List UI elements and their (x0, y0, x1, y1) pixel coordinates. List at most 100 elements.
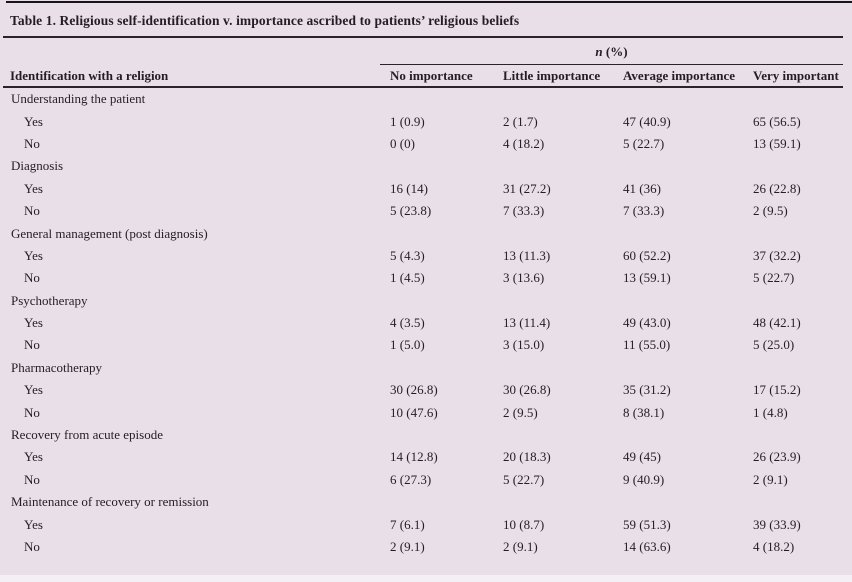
table-row: No 1 (5.0) 3 (15.0) 11 (55.0) 5 (25.0) (0, 334, 852, 356)
row-label: Yes (24, 516, 43, 532)
table-row: Yes 5 (4.3) 13 (11.3) 60 (52.2) 37 (32.2… (0, 245, 852, 267)
cell-value: 5 (22.7) (623, 135, 665, 151)
cell-value: 37 (32.2) (753, 247, 801, 263)
cell-value: 5 (22.7) (753, 270, 795, 286)
cell-value: 59 (51.3) (623, 516, 671, 532)
row-label: No (24, 337, 40, 353)
cell-value: 13 (59.1) (623, 270, 671, 286)
table-row: Yes 30 (26.8) 30 (26.8) 35 (31.2) 17 (15… (0, 379, 852, 401)
table-body: Understanding the patient Yes 1 (0.9) 2 … (0, 88, 852, 558)
table-row: No 1 (4.5) 3 (13.6) 13 (59.1) 5 (22.7) (0, 267, 852, 289)
cell-value: 2 (9.1) (503, 539, 538, 554)
cell-value: 4 (18.2) (503, 135, 545, 151)
table-row: Diagnosis (0, 155, 852, 177)
row-label: No (24, 471, 40, 487)
cell-value: 1 (5.0) (390, 337, 425, 353)
row-label: No (24, 404, 40, 420)
spanner-percent: (%) (602, 44, 628, 59)
cell-value: 49 (43.0) (623, 315, 671, 331)
row-label: General management (post diagnosis) (11, 225, 208, 241)
row-label: Yes (24, 449, 43, 465)
table-row: Yes 16 (14) 31 (27.2) 41 (36) 26 (22.8) (0, 178, 852, 200)
cell-value: 31 (27.2) (503, 180, 551, 196)
title-rule (3, 36, 843, 38)
column-header-stub: Identification with a religion (10, 68, 169, 83)
column-header-average-importance: Average importance (623, 68, 736, 83)
spanner-rule (380, 64, 843, 65)
row-label: No (24, 135, 40, 151)
row-label: Psychotherapy (11, 292, 88, 308)
table-row: No 0 (0) 4 (18.2) 5 (22.7) 13 (59.1) (0, 133, 852, 155)
cell-value: 14 (12.8) (390, 449, 438, 465)
cell-value: 7 (33.3) (623, 203, 665, 219)
cell-value: 20 (18.3) (503, 449, 551, 465)
table-row: Yes 1 (0.9) 2 (1.7) 47 (40.9) 65 (56.5) (0, 110, 852, 132)
cell-value: 3 (13.6) (503, 270, 545, 286)
cell-value: 0 (0) (390, 135, 415, 151)
cell-value: 2 (9.1) (390, 539, 425, 554)
row-label: Yes (24, 382, 43, 398)
table-row: Yes 4 (3.5) 13 (11.4) 49 (43.0) 48 (42.1… (0, 312, 852, 334)
row-label: Pharmacotherapy (11, 359, 102, 375)
cell-value: 14 (63.6) (623, 539, 671, 554)
row-label: Yes (24, 315, 43, 331)
table-row: Psychotherapy (0, 290, 852, 312)
column-header-very-important: Very important (753, 68, 839, 83)
table-row: General management (post diagnosis) (0, 222, 852, 244)
cell-value: 65 (56.5) (753, 113, 801, 129)
table-row: No 5 (23.8) 7 (33.3) 7 (33.3) 2 (9.5) (0, 200, 852, 222)
cell-value: 5 (25.0) (753, 337, 795, 353)
table-row: No 6 (27.3) 5 (22.7) 9 (40.9) 2 (9.1) (0, 469, 852, 491)
row-label: No (24, 270, 40, 286)
cell-value: 6 (27.3) (390, 471, 432, 487)
table-row: Maintenance of recovery or remission (0, 491, 852, 513)
cell-value: 4 (18.2) (753, 539, 795, 554)
cell-value: 26 (22.8) (753, 180, 801, 196)
cell-value: 2 (1.7) (503, 113, 538, 129)
cell-value: 11 (55.0) (623, 337, 671, 353)
row-label: Recovery from acute episode (11, 427, 163, 443)
spanner-n-percent: n (%) (380, 44, 843, 60)
table-row: Understanding the patient (0, 88, 852, 110)
cell-value: 8 (38.1) (623, 404, 665, 420)
cell-value: 7 (6.1) (390, 516, 425, 532)
cell-value: 2 (9.5) (503, 404, 538, 420)
cell-value: 1 (4.8) (753, 404, 788, 420)
cell-value: 49 (45) (623, 449, 661, 465)
table-title: Table 1. Religious self-identification v… (10, 13, 520, 28)
cell-value: 60 (52.2) (623, 247, 671, 263)
cell-value: 5 (22.7) (503, 471, 545, 487)
table-row: No 2 (9.1) 2 (9.1) 14 (63.6) 4 (18.2) (0, 536, 852, 558)
row-label: Yes (24, 113, 43, 129)
cell-value: 3 (15.0) (503, 337, 545, 353)
cell-value: 35 (31.2) (623, 382, 671, 398)
cell-value: 1 (0.9) (390, 113, 425, 129)
cell-value: 2 (9.5) (753, 203, 788, 219)
cell-value: 5 (23.8) (390, 203, 432, 219)
cell-value: 47 (40.9) (623, 113, 671, 129)
table-row: Yes 14 (12.8) 20 (18.3) 49 (45) 26 (23.9… (0, 446, 852, 468)
table-row: Recovery from acute episode (0, 424, 852, 446)
cell-value: 30 (26.8) (503, 382, 551, 398)
header-rule (3, 86, 843, 88)
row-label: Yes (24, 247, 43, 263)
cell-value: 4 (3.5) (390, 315, 425, 331)
table-row: Yes 7 (6.1) 10 (8.7) 59 (51.3) 39 (33.9) (0, 513, 852, 535)
table-row: No 10 (47.6) 2 (9.5) 8 (38.1) 1 (4.8) (0, 401, 852, 423)
cell-value: 2 (9.1) (753, 471, 788, 487)
table-row: Pharmacotherapy (0, 357, 852, 379)
cell-value: 39 (33.9) (753, 516, 801, 532)
cell-value: 41 (36) (623, 180, 661, 196)
cell-value: 1 (4.5) (390, 270, 425, 286)
row-label: No (24, 203, 40, 219)
row-label: No (24, 539, 40, 554)
cell-value: 9 (40.9) (623, 471, 665, 487)
row-label: Understanding the patient (11, 91, 146, 107)
cell-value: 30 (26.8) (390, 382, 438, 398)
cell-value: 13 (11.4) (503, 315, 551, 331)
cell-value: 7 (33.3) (503, 203, 545, 219)
cell-value: 13 (59.1) (753, 135, 801, 151)
column-header-no-importance: No importance (390, 68, 473, 83)
